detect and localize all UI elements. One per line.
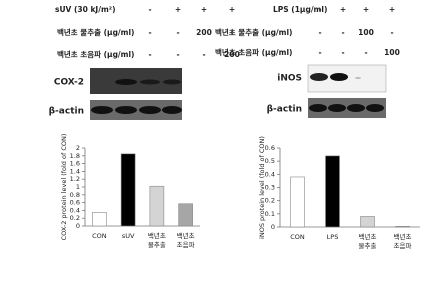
treatment-cell: - xyxy=(341,28,344,37)
treatment-label: 백년초 물추출 (μg/ml) xyxy=(57,27,135,37)
treatment-cell: + xyxy=(175,5,181,14)
band xyxy=(162,106,182,114)
treatment-cell: 100 xyxy=(358,28,374,37)
treatment-cell: + xyxy=(201,5,207,14)
bar xyxy=(360,216,375,228)
treatment-cell: - xyxy=(318,5,321,14)
band xyxy=(309,104,327,112)
y-tick-label: 1.4 xyxy=(70,167,80,175)
y-tick-label: 1.8 xyxy=(70,152,80,160)
y-axis-label: COX-2 protein level (fold of CON) xyxy=(60,134,68,241)
treatment-cell: - xyxy=(176,50,179,59)
y-tick-label: 1 xyxy=(76,183,80,191)
blot-label: COX-2 xyxy=(54,78,84,88)
band xyxy=(366,104,384,112)
treatment-cell: 200 xyxy=(196,28,212,37)
x-tick-label: sUV xyxy=(122,232,135,240)
treatment-cell: - xyxy=(176,28,179,37)
treatment-cell: + xyxy=(389,5,395,14)
band xyxy=(140,79,160,85)
treatment-cell: - xyxy=(318,48,321,57)
y-tick-label: 0.3 xyxy=(265,184,275,192)
bar xyxy=(92,212,107,227)
y-tick-label: 0.1 xyxy=(265,210,275,218)
treatment-cell: - xyxy=(318,28,321,37)
treatment-cell: - xyxy=(148,5,151,14)
y-tick-label: 0 xyxy=(76,222,80,230)
y-axis-label: iNOS protein level (fold of CON) xyxy=(258,136,266,239)
y-tick-label: 0.4 xyxy=(70,206,80,214)
band xyxy=(330,73,348,81)
blot-label: β-actin xyxy=(267,105,302,115)
y-tick-label: 0.6 xyxy=(265,144,275,152)
y-tick-label: 0.5 xyxy=(265,157,275,165)
treatment-cell: - xyxy=(202,50,205,59)
blot-label: β-actin xyxy=(49,107,84,117)
y-tick-label: 0 xyxy=(271,223,275,231)
bar xyxy=(325,155,340,228)
bar xyxy=(395,226,410,228)
treatment-label: 백년초 초음파 (μg/ml) xyxy=(215,47,293,57)
treatment-cell: - xyxy=(148,28,151,37)
treatment-cell: + xyxy=(340,5,346,14)
band xyxy=(139,106,161,114)
band xyxy=(347,104,365,112)
x-tick-label: 백년초 초음파 xyxy=(177,231,195,249)
treatment-cell: - xyxy=(364,48,367,57)
treatment-cell: + xyxy=(363,5,369,14)
y-tick-label: 0.6 xyxy=(70,199,80,207)
right-blots xyxy=(307,64,387,118)
left-blots xyxy=(90,68,182,120)
x-tick-label: CON xyxy=(92,232,107,240)
bar xyxy=(178,203,193,227)
y-tick-label: 0.8 xyxy=(70,191,80,199)
treatment-label: 백년초 물추출 (μg/ml) xyxy=(215,27,293,37)
y-tick-label: 0.4 xyxy=(265,170,275,178)
treatment-label: 백년초 초음파 (μg/ml) xyxy=(57,49,135,59)
treatment-cell: - xyxy=(230,28,233,37)
band xyxy=(163,79,181,85)
band xyxy=(355,77,361,79)
y-tick-label: 1.2 xyxy=(70,175,80,183)
treatment-cell: - xyxy=(390,28,393,37)
treatment-cell: 200 xyxy=(224,50,240,59)
blot-label: iNOS xyxy=(277,74,302,84)
band xyxy=(328,104,346,112)
bar xyxy=(120,153,136,227)
treatment-cell: 100 xyxy=(384,48,400,57)
band xyxy=(115,106,137,114)
x-tick-label: 백년초 초음파 xyxy=(394,232,412,250)
y-tick-label: 1.6 xyxy=(70,160,80,168)
y-tick-label: 2 xyxy=(76,144,80,152)
y-tick-label: 0.2 xyxy=(265,197,275,205)
treatment-label: LPS (1μg/ml) xyxy=(273,5,327,14)
x-tick-label: 백년초 물추출 xyxy=(359,232,377,250)
treatment-cell: + xyxy=(229,5,235,14)
x-tick-label: CON xyxy=(290,233,305,241)
y-tick-label: 0.2 xyxy=(70,214,80,222)
bar xyxy=(290,176,305,228)
treatment-label: sUV (30 kJ/m²) xyxy=(55,5,116,14)
band xyxy=(91,106,113,114)
band xyxy=(310,73,328,81)
treatment-cell: - xyxy=(148,50,151,59)
bar xyxy=(149,185,165,227)
x-tick-label: LPS xyxy=(327,233,339,241)
x-tick-label: 백년초 물추출 xyxy=(148,231,166,249)
band xyxy=(115,79,137,85)
treatment-cell: - xyxy=(341,48,344,57)
